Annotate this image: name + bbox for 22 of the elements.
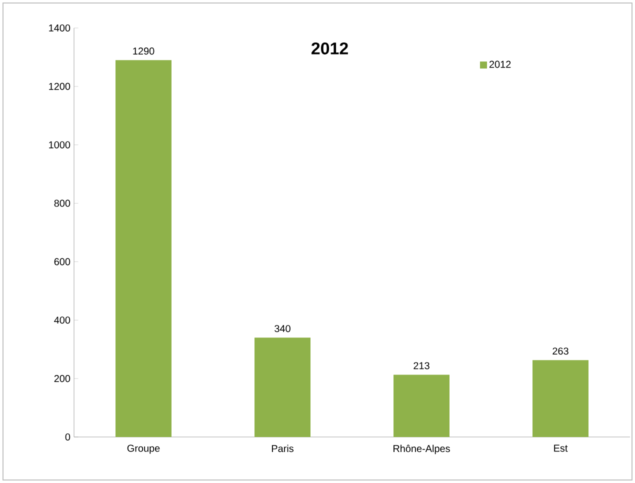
y-tick-label: 0 (65, 433, 70, 441)
y-tick-label: 1200 (49, 82, 70, 90)
x-tick-label: Groupe (127, 444, 160, 454)
bar (116, 60, 172, 437)
data-label: 1290 (133, 48, 154, 55)
y-tick-label: 200 (54, 375, 70, 382)
data-label: 213 (414, 362, 430, 370)
text: 2012 (312, 42, 348, 54)
y-tick-label: 1400 (49, 24, 70, 32)
y-tick-label: 800 (54, 200, 70, 207)
y-tick-label: 1000 (49, 141, 70, 148)
bar (532, 360, 589, 437)
x-tick-label: Paris (272, 444, 294, 452)
y-tick-label: 600 (54, 258, 70, 266)
legend-label: 2012 (489, 60, 511, 68)
bar (394, 374, 450, 437)
y-tick-label: 400 (54, 316, 70, 324)
data-label: 263 (552, 348, 568, 355)
x-tick-label: Est (554, 444, 568, 452)
bar (254, 338, 311, 437)
x-tick-label: Rhône-Alpes (394, 444, 450, 454)
data-label: 340 (274, 325, 290, 332)
